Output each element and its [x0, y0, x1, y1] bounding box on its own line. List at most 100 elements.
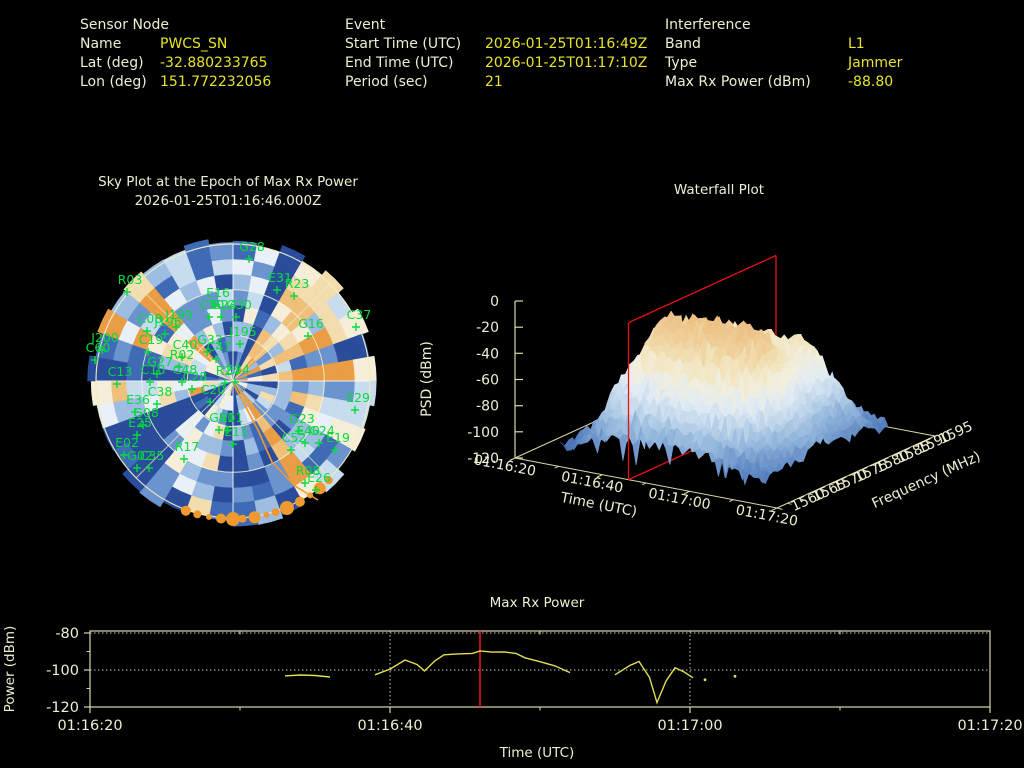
- satellite-marker-icon: [91, 356, 99, 364]
- time-tick-label: 01:17:20: [957, 718, 1022, 734]
- jammer-track-dot: [313, 482, 326, 495]
- psd-tick-label: -20: [476, 320, 499, 336]
- satellite-marker-icon: [212, 355, 220, 363]
- jammer-track-dot: [271, 508, 280, 517]
- jammer-track-line: [232, 382, 319, 501]
- sky-plot-epoch-subtitle: 2026-01-25T01:16:46.000Z: [135, 193, 322, 209]
- sensor-name-label: Name: [80, 36, 122, 52]
- satellite-marker-icon: [203, 348, 211, 356]
- satellite-label: J196: [153, 314, 182, 329]
- satellite-marker-icon: [139, 421, 147, 429]
- psd-tick-label: -80: [476, 399, 499, 415]
- event-end-label: End Time (UTC): [345, 55, 454, 71]
- satellite-marker-icon: [290, 292, 298, 300]
- satellite-marker-icon: [146, 378, 154, 386]
- satellite-label: C19: [139, 332, 164, 347]
- satellite-label: G01: [209, 410, 235, 425]
- satellite-label: G32: [197, 332, 223, 347]
- jammer-track-dot: [216, 513, 226, 524]
- satellite-marker-icon: [120, 451, 128, 459]
- event-period-value: 21: [485, 74, 503, 90]
- satellite-label: E11: [224, 424, 248, 439]
- satellite-marker-icon: [215, 426, 223, 434]
- satellite-label: G24: [309, 423, 335, 438]
- satellite-marker-icon: [229, 440, 237, 448]
- satellite-label: R17: [175, 439, 200, 454]
- jammer-track-dot: [180, 505, 191, 516]
- jammer-track-dot: [193, 510, 202, 519]
- satellite-marker-icon: [175, 363, 183, 371]
- satellite-label: C08: [138, 311, 163, 326]
- interference-band-value: L1: [848, 36, 865, 52]
- satellite-label: E34: [226, 362, 250, 377]
- satellite-marker-icon: [331, 446, 339, 454]
- satellite-label: C47: [207, 339, 232, 354]
- satellite-marker-icon: [232, 313, 240, 321]
- waterfall-title: Waterfall Plot: [674, 182, 764, 198]
- max-rx-power-series: [374, 650, 571, 676]
- time-tick-label: 01:16:40: [357, 718, 422, 734]
- time-axis-label: Time (UTC): [499, 745, 575, 761]
- satellite-marker-icon: [287, 446, 295, 454]
- satellite-marker-icon: [236, 340, 244, 348]
- waterfall-psd-axis-label: PSD (dBm): [419, 341, 435, 417]
- interference-type-label: Type: [665, 55, 698, 71]
- satellite-label: G08: [133, 405, 159, 420]
- event-title: Event: [345, 17, 386, 33]
- satellite-label: G16: [298, 316, 324, 331]
- satellite-label: E36: [126, 392, 150, 407]
- satellite-marker-icon: [145, 464, 153, 472]
- satellite-marker-icon: [205, 313, 213, 321]
- power-axis-label: Power (dBm): [2, 626, 18, 713]
- interference-band-label: Band: [665, 36, 701, 52]
- satellite-marker-icon: [133, 464, 141, 472]
- satellite-label: E29: [346, 390, 370, 405]
- satellite-marker-icon: [144, 348, 152, 356]
- power-tick-label: -100: [46, 663, 79, 679]
- jammer-track-dot: [263, 511, 270, 518]
- time-tick-label: 01:16:20: [57, 718, 122, 734]
- satellite-label: C20: [201, 382, 226, 397]
- satellite-label: J200: [90, 330, 119, 345]
- event-start-value: 2026-01-25T01:16:49Z: [485, 36, 648, 52]
- event-period-label: Period (sec): [345, 74, 428, 90]
- satellite-label: C60: [86, 340, 111, 355]
- interference-type-value: Jammer: [848, 55, 903, 71]
- max-rx-power-title: Max Rx Power: [490, 595, 585, 611]
- jammer-track-dot: [279, 501, 294, 515]
- satellite-label: R23: [285, 276, 310, 291]
- satellite-marker-icon: [133, 431, 141, 439]
- satellite-label: G28: [239, 239, 265, 254]
- satellite-marker-icon: [217, 313, 225, 321]
- satellite-marker-icon: [178, 353, 186, 361]
- detection-point: [703, 678, 707, 682]
- satellite-label: R03: [118, 272, 143, 287]
- satellite-marker-icon: [161, 330, 169, 338]
- max-rx-power-body: 01:16:20 01:16:40 01:17:00 01:17:20 -80 -100 -…: [46, 626, 1022, 734]
- sensor-lon-label: Lon (deg): [80, 74, 147, 90]
- jammer-track-dot: [324, 476, 333, 485]
- satellite-marker-icon: [351, 406, 359, 414]
- interference-title: Interference: [665, 17, 751, 33]
- satellite-marker-icon: [245, 255, 253, 263]
- satellite-label: E16: [206, 285, 230, 300]
- satellite-label: G27: [147, 354, 173, 369]
- sky-plot: Sky Plot at the Epoch of Max Rx Power 20…: [86, 174, 377, 527]
- max-rx-power-plot: Max Rx Power 01:16:20 01:16:40 01:17:00 01:…: [2, 595, 1023, 761]
- satellite-label: E40: [296, 423, 320, 438]
- jammer-track-dot: [294, 496, 305, 507]
- sensor-lat-value: -32.880233765: [160, 55, 268, 71]
- satellite-label: R08: [296, 463, 321, 478]
- satellite-label: C35: [140, 448, 165, 463]
- jammer-track-dot: [307, 492, 314, 499]
- satellite-marker-icon: [301, 479, 309, 487]
- time-tick-label: 01:17:00: [657, 718, 722, 734]
- satellite-marker-icon: [304, 332, 312, 340]
- satellite-label: C13: [108, 364, 133, 379]
- satellite-marker-icon: [172, 323, 180, 331]
- satellite-label: G24: [211, 297, 237, 312]
- satellite-label: E19: [326, 430, 350, 445]
- satellite-label: J199: [164, 307, 193, 322]
